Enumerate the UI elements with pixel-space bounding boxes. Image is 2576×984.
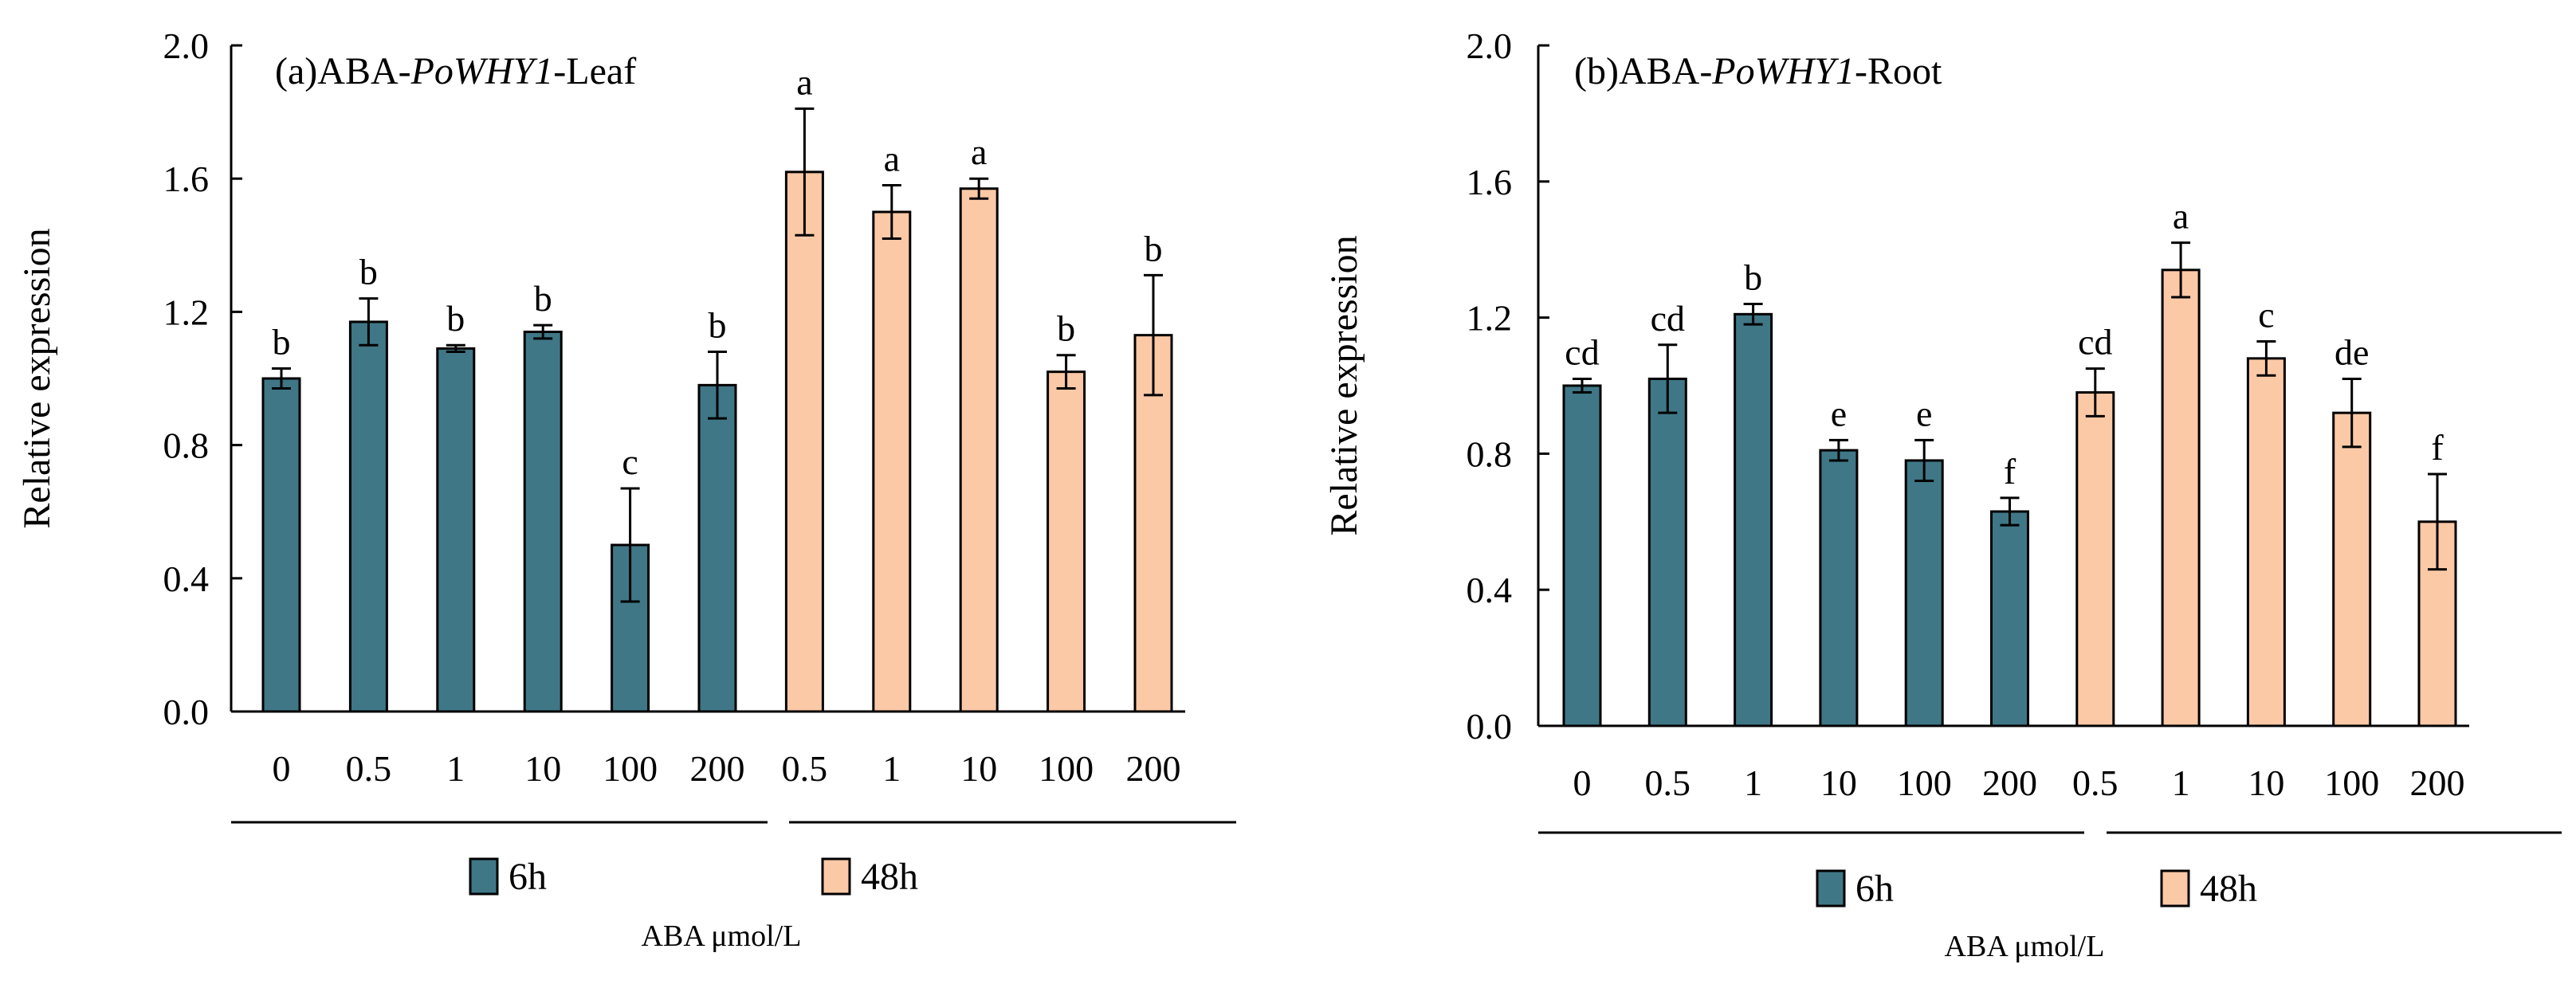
y-axis-label: Relative expression <box>16 228 58 528</box>
significance-letter: c <box>622 441 638 482</box>
significance-letter: b <box>446 298 465 339</box>
significance-letter: de <box>2334 331 2369 372</box>
significance-letter: e <box>1916 393 1932 433</box>
x-tick-label: 0.5 <box>782 748 828 789</box>
significance-letter: e <box>1831 393 1847 433</box>
legend-swatch-48h <box>821 857 851 896</box>
y-tick-label: 2.0 <box>1467 25 1513 66</box>
bar-48h-100 <box>1046 370 1086 713</box>
bar-6h-0 <box>1562 384 1602 727</box>
y-tick-label: 1.2 <box>163 292 210 332</box>
legend-label-6h: 6h <box>1855 868 1894 910</box>
y-tick-label: 2.0 <box>163 25 210 66</box>
bar-6h-1 <box>1734 312 1773 727</box>
y-tick-label: 0.4 <box>1467 570 1513 610</box>
panel-b: 0.0 0.4 0.8 1.2 1.6 2.0 Relative expression (b)… <box>1323 25 2562 963</box>
significance-letter: cd <box>2078 322 2112 363</box>
x-tick-label: 1 <box>882 748 901 789</box>
significance-letter: a <box>971 131 987 172</box>
y-tick-label: 0.8 <box>163 425 210 466</box>
x-tick-label: 10 <box>524 748 561 789</box>
bar-48h-0.5 <box>784 171 824 713</box>
significance-letter: cd <box>1565 331 1599 372</box>
panel-title: (b)ABA-PoWHY1-Root <box>1574 50 1942 92</box>
x-tick-label: 100 <box>1039 748 1094 789</box>
x-tick-label: 200 <box>2410 763 2465 803</box>
bar-48h-0.5 <box>2075 391 2115 727</box>
significance-letter: b <box>709 305 727 346</box>
significance-letter: b <box>273 321 291 362</box>
bar-48h-100 <box>2332 411 2372 727</box>
significance-letter: cd <box>1651 298 1685 339</box>
x-tick-label: 1 <box>446 748 465 789</box>
x-axis-label: ABA μmol/L <box>1945 930 2105 963</box>
significance-letter: b <box>534 278 552 319</box>
x-tick-label: 0.5 <box>1645 763 1691 803</box>
bar-6h-0 <box>261 377 301 713</box>
x-tick-label: 0.5 <box>346 748 392 789</box>
x-tick-label: 1 <box>1744 763 1762 803</box>
legend-label-48h: 48h <box>861 856 918 898</box>
x-tick-label: 0 <box>273 748 291 789</box>
bar-6h-10 <box>1819 449 1859 727</box>
x-axis-label: ABA μmol/L <box>642 919 802 953</box>
legend-label-48h: 48h <box>2200 868 2257 910</box>
panel-title: (a)ABA-PoWHY1-Leaf <box>275 50 636 92</box>
bar-48h-1 <box>872 210 912 713</box>
bar-48h-200 <box>1133 334 1173 713</box>
significance-letter: f <box>2004 451 2016 492</box>
y-tick-label: 1.2 <box>1467 298 1513 339</box>
significance-letter: a <box>796 61 812 102</box>
x-tick-label: 0 <box>1573 763 1592 803</box>
x-tick-label: 200 <box>1126 748 1181 789</box>
y-tick-label: 1.6 <box>1467 162 1513 202</box>
x-tick-label: 100 <box>603 748 658 789</box>
x-tick-label: 200 <box>690 748 745 789</box>
bar-6h-100 <box>1904 459 1944 727</box>
significance-letter: a <box>2173 196 2189 237</box>
bar-6h-10 <box>523 330 563 713</box>
legend-swatch-6h <box>469 857 499 896</box>
x-tick-label: 10 <box>1820 763 1857 803</box>
bar-48h-10 <box>959 187 999 713</box>
y-tick-label: 0.0 <box>163 692 210 732</box>
significance-letter: b <box>1145 228 1163 269</box>
bar-48h-1 <box>2161 269 2201 727</box>
legend-label-6h: 6h <box>509 856 547 898</box>
significance-letter: a <box>884 139 900 179</box>
bar-6h-1 <box>436 347 476 713</box>
significance-letter: b <box>1057 308 1075 349</box>
x-tick-label: 10 <box>960 748 997 789</box>
x-tick-label: 100 <box>1897 763 1952 803</box>
y-tick-label: 1.6 <box>163 159 210 199</box>
panel-a: 0.0 0.4 0.8 1.2 1.6 2.0 Relative expression (a)… <box>16 25 1236 953</box>
significance-letter: c <box>2258 294 2274 335</box>
bar-6h-200 <box>697 383 737 713</box>
y-axis-label: Relative expression <box>1323 235 1365 535</box>
x-tick-label: 200 <box>1982 763 2037 803</box>
y-tick-label: 0.8 <box>1467 433 1513 474</box>
x-tick-label: 1 <box>2172 763 2190 803</box>
x-tick-label: 10 <box>2248 763 2284 803</box>
significance-letter: b <box>359 252 378 292</box>
y-tick-label: 0.4 <box>163 559 210 599</box>
significance-letter: f <box>2431 427 2444 468</box>
bar-6h-0.5 <box>1647 377 1687 727</box>
x-tick-label: 100 <box>2324 763 2379 803</box>
x-tick-label: 0.5 <box>2072 763 2119 803</box>
bar-6h-0.5 <box>348 320 388 713</box>
legend-swatch-6h <box>1816 869 1846 908</box>
bar-6h-200 <box>1990 510 2029 727</box>
bar-48h-10 <box>2246 357 2286 727</box>
legend-swatch-48h <box>2160 869 2190 908</box>
y-tick-label: 0.0 <box>1467 706 1513 747</box>
significance-letter: b <box>1744 257 1762 298</box>
